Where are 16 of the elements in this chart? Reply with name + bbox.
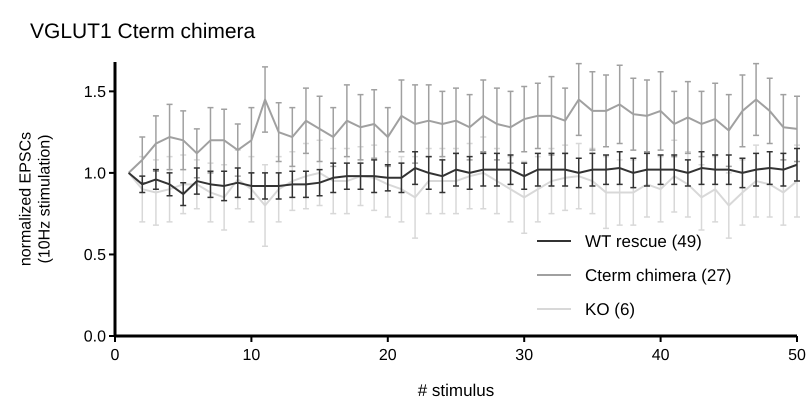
legend-label: WT rescue (49) xyxy=(585,232,702,251)
x-tick-label: 50 xyxy=(788,347,806,364)
legend-label: Cterm chimera (27) xyxy=(585,266,732,285)
y-tick-label: 0.5 xyxy=(84,247,106,264)
y-tick-label: 1.5 xyxy=(84,84,106,101)
y-tick-label: 0.0 xyxy=(84,328,106,346)
chart-title: VGLUT1 Cterm chimera xyxy=(30,20,256,43)
y-axis-title: normalized EPSCs (10Hz stimulation) xyxy=(18,132,54,266)
x-tick-label: 20 xyxy=(378,347,397,364)
x-tick-label: 0 xyxy=(110,347,120,364)
x-tick-label: 10 xyxy=(242,347,260,364)
x-tick-label: 30 xyxy=(515,347,534,364)
x-tick-label: 40 xyxy=(652,347,670,364)
legend-label: KO (6) xyxy=(585,300,636,319)
y-tick-label: 1.0 xyxy=(84,166,106,183)
x-axis-title: # stimulus xyxy=(418,381,494,400)
